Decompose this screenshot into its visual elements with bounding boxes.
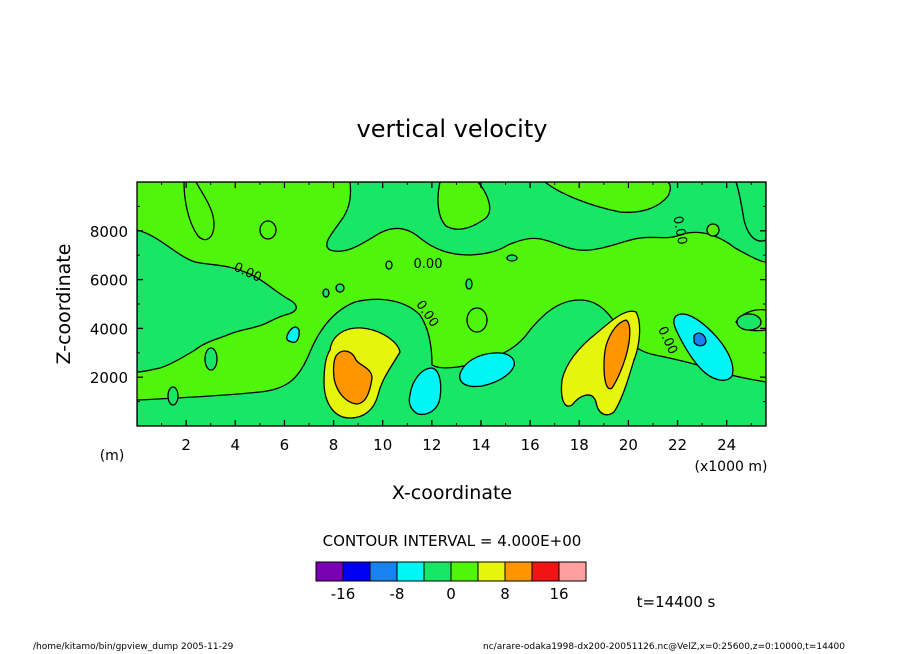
contour-islet	[736, 313, 762, 331]
field-positive-8-east	[603, 319, 631, 390]
colorbar-swatch	[315, 561, 344, 582]
field-negative-8-east	[693, 332, 707, 347]
colorbar-swatch	[477, 561, 506, 582]
contour-islet	[506, 254, 518, 262]
field-positive-8-west	[332, 350, 373, 405]
footer-left: /home/kitamo/bin/gpview_dump 2005-11-29	[33, 642, 234, 652]
x-tick-label: 10	[373, 436, 392, 454]
y-tick-label: 2000	[90, 369, 128, 387]
colorbar-swatch	[369, 561, 398, 582]
x-tick-label: 6	[280, 436, 290, 454]
field-negative-4-east	[673, 313, 734, 381]
field-negative-4-center	[459, 352, 515, 388]
footer-right: nc/arare-odaka1998-dx200-20051126.nc@Vel…	[483, 642, 845, 652]
x-tick-label: 24	[717, 436, 736, 454]
colorbar-swatch	[531, 561, 560, 582]
field-negative-4-low	[408, 367, 442, 416]
field-zero-band-west	[137, 229, 297, 373]
x-tick-label: 20	[619, 436, 638, 454]
contour-islet	[322, 288, 330, 298]
contour-islet	[465, 278, 473, 290]
chart-title: vertical velocity	[357, 115, 548, 143]
contour-islet	[466, 307, 488, 333]
field-zero-patch-east	[543, 182, 671, 213]
y-tick-label: 8000	[90, 223, 128, 241]
x-unit-label: (x1000 m)	[695, 459, 768, 475]
x-tick-label: 14	[471, 436, 490, 454]
field-negative-4-west	[286, 326, 300, 343]
field-zero-patch-west	[183, 182, 215, 241]
contour-label: 0.00	[670, 215, 690, 246]
contour-fields	[137, 182, 766, 426]
contour-line-northeast	[735, 182, 766, 242]
colorbar-label: -8	[390, 585, 405, 603]
x-tick-label: 16	[521, 436, 540, 454]
colorbar-label: -16	[331, 585, 356, 603]
colorbar-swatch	[423, 561, 452, 582]
y-unit-label: (m)	[100, 448, 125, 464]
colorbar: -16 -8 0 8 16	[315, 561, 587, 603]
x-tick-label: 2	[181, 436, 191, 454]
time-label: t=14400 s	[637, 593, 716, 611]
contour-label: 0.00	[414, 257, 443, 272]
y-axis-label: Z-coordinate	[53, 244, 75, 365]
colorbar-swatch	[342, 561, 371, 582]
x-tick-label: 12	[422, 436, 441, 454]
y-axis: 2000 4000 6000 8000	[90, 205, 766, 403]
colorbar-swatch	[504, 561, 533, 582]
x-axis: 2 4 6 8 10 12 14 16 18 20 22 24	[161, 182, 752, 454]
x-tick-label: 22	[668, 436, 687, 454]
contour-line-east-edge	[735, 309, 766, 332]
colorbar-swatch	[396, 561, 425, 582]
contour-islet	[204, 347, 218, 371]
colorbar-label: 16	[549, 585, 568, 603]
contour-islet	[259, 220, 277, 240]
colorbar-label: 8	[500, 585, 510, 603]
colorbar-swatch	[558, 561, 587, 582]
y-tick-label: 4000	[90, 320, 128, 338]
contour-islet	[335, 283, 345, 293]
contour-islet	[385, 260, 393, 270]
x-tick-label: 4	[231, 436, 241, 454]
y-tick-label: 6000	[90, 272, 128, 290]
colorbar-swatch	[450, 561, 479, 582]
contour-interval-label: CONTOUR INTERVAL = 4.000E+00	[323, 532, 582, 550]
x-tick-label: 8	[329, 436, 339, 454]
colorbar-label: 0	[446, 585, 456, 603]
x-axis-label: X-coordinate	[392, 482, 512, 504]
x-tick-label: 18	[570, 436, 589, 454]
contour-islet	[706, 223, 720, 237]
field-zero-patch-center	[437, 182, 491, 230]
contour-islet	[167, 386, 179, 406]
